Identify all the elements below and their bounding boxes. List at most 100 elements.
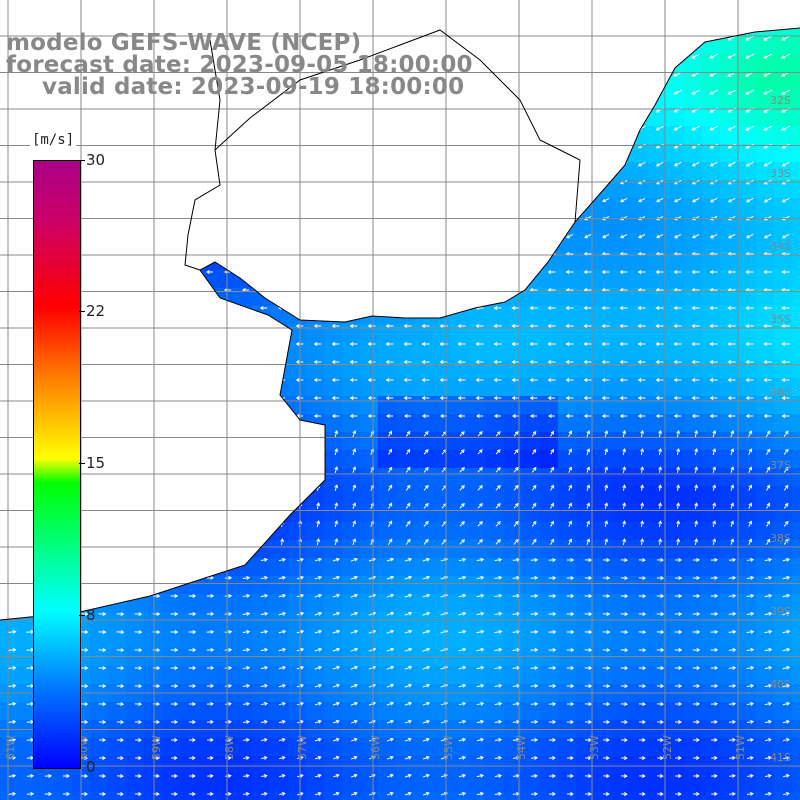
wind-arrow bbox=[745, 414, 754, 418]
wind-arrow bbox=[583, 342, 592, 346]
wind-arrow bbox=[405, 466, 411, 473]
wind-arrow bbox=[602, 612, 611, 617]
wind-arrow bbox=[331, 342, 340, 346]
wind-arrow bbox=[565, 270, 574, 274]
wind-arrow bbox=[745, 161, 754, 167]
wind-arrow bbox=[728, 557, 737, 562]
wind-arrow bbox=[764, 665, 773, 670]
wind-arrow bbox=[421, 342, 430, 346]
wind-arrow bbox=[494, 629, 503, 634]
wind-arrow bbox=[332, 683, 341, 688]
wind-arrow bbox=[657, 720, 664, 724]
wind-arrow bbox=[242, 683, 251, 688]
wind-arrow bbox=[746, 737, 754, 742]
wind-arrow bbox=[367, 414, 376, 418]
wind-arrow bbox=[620, 197, 628, 203]
wind-arrow bbox=[334, 484, 339, 491]
wind-arrow bbox=[352, 466, 357, 474]
wind-arrow bbox=[403, 414, 412, 418]
wind-arrow bbox=[711, 773, 718, 778]
wind-arrow bbox=[386, 611, 395, 616]
wind-arrow bbox=[404, 755, 412, 760]
wind-arrow bbox=[170, 594, 179, 598]
wind-arrow bbox=[224, 683, 233, 688]
longitude-label: 51W bbox=[734, 735, 747, 760]
wind-arrow bbox=[135, 756, 142, 761]
wind-arrow bbox=[781, 396, 790, 400]
wind-arrow bbox=[709, 270, 718, 274]
wind-arrow bbox=[206, 683, 215, 688]
wind-arrow bbox=[530, 414, 538, 418]
wind-arrow bbox=[604, 430, 609, 438]
wind-arrow bbox=[602, 720, 610, 725]
wind-arrow bbox=[386, 593, 395, 598]
wind-arrow bbox=[764, 611, 773, 616]
wind-arrow bbox=[764, 593, 773, 598]
wind-arrow bbox=[656, 576, 665, 581]
wind-arrow bbox=[314, 629, 323, 634]
wind-arrow bbox=[567, 774, 574, 778]
latitude-label: 33S bbox=[770, 167, 791, 180]
wind-arrow bbox=[601, 306, 610, 310]
wind-arrow bbox=[620, 720, 628, 725]
wind-arrow bbox=[620, 234, 628, 239]
wind-arrow bbox=[421, 396, 430, 400]
wind-arrow bbox=[385, 378, 394, 382]
colorbar bbox=[33, 160, 81, 769]
wind-arrow bbox=[674, 684, 683, 688]
wind-arrow bbox=[458, 683, 467, 688]
wind-arrow bbox=[8, 719, 17, 724]
wind-arrow bbox=[260, 647, 269, 652]
wind-arrow bbox=[387, 538, 393, 546]
wind-arrow bbox=[134, 630, 143, 635]
wind-arrow bbox=[279, 773, 286, 778]
longitude-label: 55W bbox=[442, 735, 455, 760]
wind-arrow bbox=[656, 684, 665, 689]
latitude-label: 40S bbox=[770, 678, 791, 691]
wind-arrow bbox=[691, 53, 700, 59]
wind-arrow bbox=[477, 467, 483, 473]
colorbar-tick bbox=[79, 615, 85, 616]
wind-arrow bbox=[188, 630, 197, 634]
wind-arrow bbox=[745, 324, 754, 328]
wind-arrow bbox=[620, 558, 628, 563]
wind-arrow bbox=[675, 720, 682, 724]
wind-arrow bbox=[171, 792, 178, 796]
wind-arrow bbox=[781, 270, 790, 274]
wind-arrow bbox=[242, 647, 251, 652]
wind-arrow bbox=[781, 89, 791, 95]
wind-arrow bbox=[745, 396, 754, 400]
latitude-label: 36S bbox=[770, 386, 791, 399]
wind-arrow bbox=[712, 448, 717, 456]
wind-arrow bbox=[782, 647, 791, 652]
wind-arrow bbox=[403, 396, 412, 400]
wind-arrow bbox=[207, 719, 214, 724]
wind-arrow bbox=[748, 430, 753, 438]
wind-arrow bbox=[766, 484, 771, 491]
colorbar-tick bbox=[79, 311, 85, 312]
wind-arrow bbox=[477, 431, 483, 437]
wind-arrow bbox=[602, 558, 611, 563]
wind-arrow bbox=[658, 502, 663, 509]
wind-arrow bbox=[531, 484, 537, 491]
wind-arrow bbox=[8, 755, 17, 760]
wind-arrow bbox=[494, 755, 503, 760]
wind-arrow bbox=[655, 306, 664, 310]
wind-arrow bbox=[638, 702, 647, 707]
colorbar-label-8: 8 bbox=[86, 606, 96, 624]
wind-arrow bbox=[619, 378, 628, 382]
wind-arrow bbox=[352, 502, 357, 510]
wind-arrow bbox=[404, 575, 413, 580]
wind-arrow bbox=[586, 484, 591, 491]
wind-arrow bbox=[495, 485, 501, 491]
wind-arrow bbox=[729, 755, 736, 760]
wind-arrow bbox=[313, 414, 322, 418]
wind-arrow bbox=[782, 593, 791, 598]
wind-arrow bbox=[422, 611, 431, 616]
wind-arrow bbox=[711, 737, 718, 742]
wind-arrow bbox=[764, 575, 773, 580]
wind-arrow bbox=[781, 378, 790, 382]
wind-arrow bbox=[728, 629, 737, 634]
wind-arrow bbox=[763, 414, 772, 418]
